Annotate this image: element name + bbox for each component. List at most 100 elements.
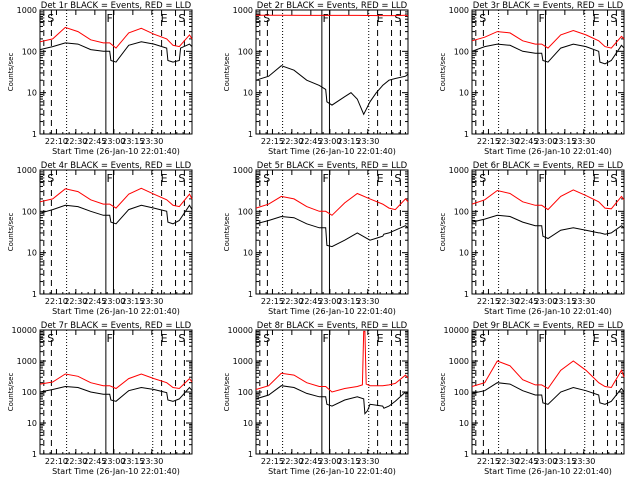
x-tick-label: 23:15: [553, 457, 576, 466]
detector-panel: Det 4r BLACK = Events, RED = LLD 1 10 100 10…: [7, 161, 193, 316]
marker-letter: S: [263, 12, 270, 25]
x-axis-label: Start Time (26-Jan-10 22:01:40): [52, 467, 180, 476]
x-tick-label: 23:15: [337, 457, 360, 466]
x-axis-label: Start Time (26-Jan-10 22:01:40): [268, 147, 396, 156]
y-tick-label: 100: [22, 47, 37, 56]
detector-panel: Det 5r BLACK = Events, RED = LLD 1 10 100 10…: [223, 161, 409, 316]
marker-letter: E: [254, 12, 261, 25]
marker-letter: F: [107, 172, 113, 185]
panel-title: Det 8r BLACK = Events, RED = LLD: [257, 321, 408, 331]
marker-letter: S: [178, 172, 185, 185]
panel-frame: [255, 169, 409, 295]
x-tick-label: 22:30: [64, 137, 87, 146]
y-tick-label: 10: [27, 249, 37, 258]
x-tick-label: 22:30: [280, 137, 303, 146]
marker-letter: E: [161, 172, 168, 185]
marker-letter: E: [377, 332, 384, 345]
x-tick-label: 22:10: [45, 457, 68, 466]
marker-letter: F: [107, 12, 113, 25]
marker-letter: S: [479, 12, 486, 25]
x-tick-label: 23:00: [318, 137, 341, 146]
y-tick-label: 1000: [233, 357, 253, 366]
x-tick-label: 22:45: [299, 297, 322, 306]
lld-series-line: [256, 14, 409, 17]
marker-letter: S: [178, 332, 185, 345]
panel-title: Det 1r BLACK = Events, RED = LLD: [41, 1, 192, 11]
x-tick-label: 22:45: [515, 297, 538, 306]
marker-letter: E: [593, 12, 600, 25]
x-tick-label: 23:30: [356, 137, 379, 146]
lld-series-line: [255, 330, 409, 393]
x-tick-label: 22:45: [83, 457, 106, 466]
y-tick-label: 1000: [449, 357, 469, 366]
panel-title: Det 6r BLACK = Events, RED = LLD: [473, 161, 624, 171]
y-axis-label: Counts/sec: [223, 373, 231, 412]
y-tick-label: 1: [464, 450, 469, 459]
events-series-line: [255, 215, 409, 248]
panel-frame: [471, 329, 625, 455]
x-tick-label: 22:30: [280, 297, 303, 306]
marker-letter: S: [178, 12, 185, 25]
x-tick-label: 23:00: [534, 297, 557, 306]
detector-panel: Det 6r BLACK = Events, RED = LLD 1 10 100 10…: [439, 161, 625, 316]
y-axis-label: Counts/sec: [439, 53, 447, 92]
y-tick-label: 1: [32, 450, 37, 459]
marker-letter: E: [38, 172, 45, 185]
y-tick-label: 1: [32, 290, 37, 299]
panel-frame: [255, 9, 409, 135]
x-tick-label: 22:10: [45, 137, 68, 146]
events-series-line: [471, 382, 625, 405]
x-tick-label: 22:30: [64, 457, 87, 466]
y-axis-label: Counts/sec: [7, 53, 15, 92]
events-series-line: [39, 41, 193, 63]
lld-series-line: [39, 26, 193, 49]
x-tick-label: 22:45: [515, 457, 538, 466]
y-axis-label: Counts/sec: [7, 373, 15, 412]
lld-series-line: [255, 192, 409, 216]
x-tick-label: 23:30: [572, 457, 595, 466]
x-axis-label: Start Time (26-Jan-10 22:01:40): [484, 307, 612, 316]
x-tick-label: 22:15: [477, 297, 500, 306]
events-series-line: [255, 65, 409, 116]
x-tick-label: 22:15: [261, 137, 284, 146]
detector-panel: Det 9r BLACK = Events, RED = LLD 1 10 100 10…: [439, 321, 625, 476]
panel-title: Det 9r BLACK = Events, RED = LLD: [473, 321, 624, 331]
panel-frame: [471, 9, 625, 135]
lld-series-line: [471, 360, 625, 390]
panel-frame: [39, 329, 193, 455]
marker-letter: S: [610, 172, 617, 185]
panel-title: Det 4r BLACK = Events, RED = LLD: [41, 161, 192, 171]
x-tick-label: 22:45: [299, 137, 322, 146]
x-tick-label: 23:30: [140, 137, 163, 146]
x-tick-label: 22:30: [496, 457, 519, 466]
marker-letter: E: [470, 12, 477, 25]
x-tick-label: 23:30: [140, 457, 163, 466]
detector-panel: Det 1r BLACK = Events, RED = LLD 1 10 100 10…: [7, 1, 193, 156]
y-tick-label: 1: [464, 130, 469, 139]
detector-panel: Det 3r BLACK = Events, RED = LLD 1 10 100 10…: [439, 1, 625, 156]
marker-letter: F: [323, 332, 329, 345]
y-axis-label: Counts/sec: [7, 213, 15, 252]
marker-letter: E: [377, 172, 384, 185]
y-tick-label: 10000: [12, 326, 37, 335]
lld-series-line: [471, 189, 625, 211]
y-tick-label: 1: [248, 290, 253, 299]
y-tick-label: 10: [459, 249, 469, 258]
y-tick-label: 1000: [17, 166, 37, 175]
x-axis-label: Start Time (26-Jan-10 22:01:40): [484, 467, 612, 476]
lld-series-line: [39, 187, 193, 209]
x-tick-label: 23:00: [318, 297, 341, 306]
y-tick-label: 10: [243, 419, 253, 428]
marker-letter: S: [47, 172, 54, 185]
marker-letter: S: [394, 12, 401, 25]
marker-letter: E: [593, 172, 600, 185]
x-tick-label: 23:15: [337, 137, 360, 146]
y-axis-label: Counts/sec: [439, 213, 447, 252]
lld-series-line: [471, 29, 625, 49]
y-tick-label: 100: [454, 207, 469, 216]
y-tick-label: 100: [238, 207, 253, 216]
panel-title: Det 7r BLACK = Events, RED = LLD: [41, 321, 192, 331]
events-series-line: [471, 43, 625, 65]
y-tick-label: 100: [238, 47, 253, 56]
